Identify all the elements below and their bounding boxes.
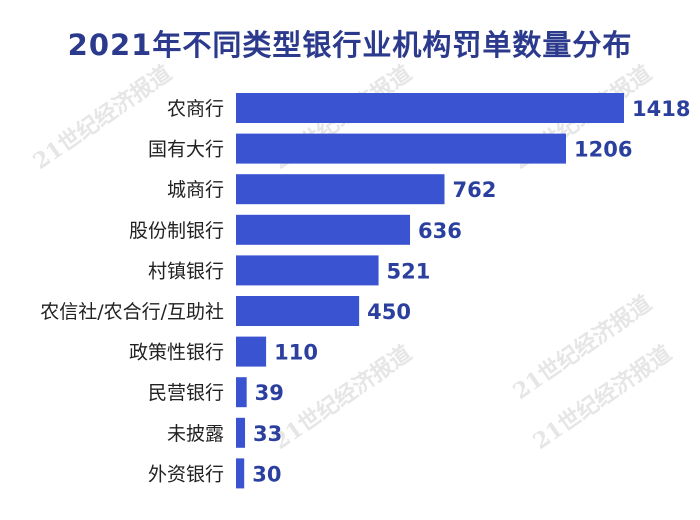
bar-6 [236,336,267,367]
bar-8 [236,417,246,448]
category-label-0: 农商行 [167,98,224,120]
bars-group: 农商行 1418 国有大行 1206 城商行 762 股份制银行 636 村镇银行 521 农信社/… [40,93,690,489]
category-label-1: 国有大行 [148,139,224,161]
bar-2 [236,174,445,205]
category-label-3: 股份制银行 [129,220,224,242]
bar-5 [236,296,360,326]
category-label-8: 未披露 [167,423,224,445]
bar-3 [236,214,411,245]
value-label-0: 1418 [632,97,690,121]
category-label-9: 外资银行 [148,463,224,485]
category-label-4: 村镇银行 [148,260,224,282]
category-label-6: 政策性银行 [129,342,224,364]
value-label-4: 521 [387,259,431,283]
bar-0 [236,93,624,123]
value-label-8: 33 [253,422,282,446]
bar-1 [236,133,566,164]
bar-7 [236,377,247,408]
chart-title: 2021年不同类型银行业机构罚单数量分布 [67,28,633,62]
value-label-2: 762 [453,178,497,202]
value-label-3: 636 [418,219,462,243]
value-label-6: 110 [274,341,318,365]
category-label-2: 城商行 [167,179,224,201]
category-label-5: 农信社/农合行/互助社 [40,301,224,323]
value-label-7: 39 [255,381,284,405]
bar-9 [236,458,245,489]
category-label-7: 民营银行 [148,382,224,404]
value-label-9: 30 [252,462,281,486]
value-label-1: 1206 [574,138,632,162]
value-label-5: 450 [367,300,411,324]
bar-4 [236,255,379,286]
